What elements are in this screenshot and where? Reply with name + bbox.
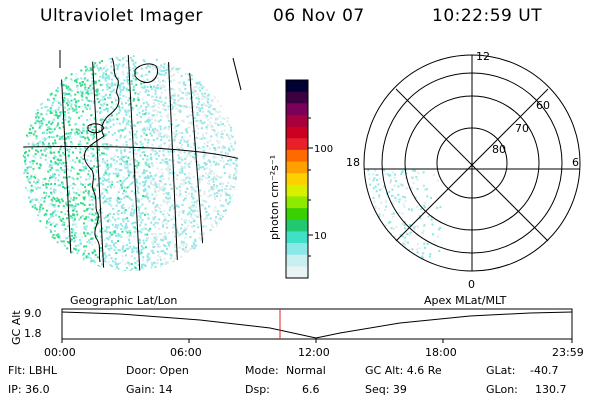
colorbar-swatch: [286, 80, 308, 93]
colorbar-swatch: [286, 126, 308, 139]
lat-label-60: 60: [536, 99, 550, 112]
alt-ytick-9: 9.0: [24, 307, 42, 320]
colorbar-swatch: [286, 103, 308, 116]
status-glat-value: -40.7: [530, 364, 559, 377]
altitude-plot: 9.0 1.8 GC Alt: [10, 307, 573, 345]
mlt-label-6: 6: [572, 156, 579, 169]
colorbar-swatch: [286, 266, 308, 279]
colorbar: 100 10 photon cm⁻²s⁻¹: [268, 79, 333, 279]
status-mode-label: Mode:: [245, 364, 279, 377]
colorbar-swatch: [286, 114, 308, 128]
status-door: Door: Open: [126, 364, 189, 377]
status-gain: Gain: 14: [126, 383, 173, 396]
polar-plot-label: Apex MLat/MLT: [424, 294, 507, 307]
colorbar-swatch: [286, 173, 308, 186]
colorbar-swatch: [286, 149, 308, 163]
status-dsp-label: Dsp:: [245, 383, 270, 396]
colorbar-swatch: [286, 91, 308, 104]
polar-plot: 12 6 0 18 60 70 80: [346, 50, 581, 291]
lat-label-70: 70: [515, 122, 529, 135]
status-filter: Flt: LBHL: [8, 364, 57, 377]
date-label: 06 Nov 07: [273, 6, 365, 26]
colorbar-swatch: [286, 254, 308, 267]
status-glon-label: GLon:: [486, 383, 518, 396]
status-mode-value: Normal: [286, 364, 326, 377]
colorbar-unit-label: photon cm⁻²s⁻¹: [268, 155, 281, 240]
mlt-label-0: 0: [468, 278, 475, 291]
status-glat-label: GLat:: [486, 364, 516, 377]
alt-xtick-2359: 23:59: [552, 346, 584, 359]
status-glon-value: 130.7: [535, 383, 567, 396]
alt-xtick-0600: 06:00: [170, 346, 202, 359]
lat-label-80: 80: [492, 143, 506, 156]
alt-ytick-1-8: 1.8: [24, 327, 42, 340]
coastline: [83, 57, 159, 263]
geo-grid-lines: [22, 55, 238, 271]
colorbar-swatch: [286, 196, 308, 209]
colorbar-swatch: [286, 161, 308, 174]
alt-xtick-0000: 00:00: [44, 346, 76, 359]
alt-ylabel: GC Alt: [10, 310, 23, 345]
colorbar-swatch: [286, 138, 308, 151]
colorbar-tick-100: 100: [314, 144, 333, 155]
time-label: 10:22:59 UT: [432, 6, 543, 26]
app-title: Ultraviolet Imager: [40, 6, 203, 26]
colorbar-swatch: [286, 219, 308, 233]
geo-map-label: Geographic Lat/Lon: [70, 294, 178, 307]
status-dsp-value: 6.6: [302, 383, 320, 396]
colorbar-swatch: [286, 231, 308, 244]
status-ip: IP: 36.0: [8, 383, 50, 396]
alt-xtick-1200: 12:00: [298, 346, 330, 359]
colorbar-swatch: [286, 243, 308, 256]
colorbar-swatch: [286, 184, 308, 198]
alt-xtick-1800: 18:00: [425, 346, 457, 359]
colorbar-swatch: [286, 208, 308, 221]
geographic-map: [22, 50, 242, 271]
geo-outer-ticks: [59, 50, 242, 91]
colorbar-tick-10: 10: [314, 231, 327, 242]
mlt-label-18: 18: [346, 156, 360, 169]
mlt-label-12: 12: [476, 50, 490, 63]
status-seq: Seq: 39: [365, 383, 407, 396]
status-gc-alt: GC Alt: 4.6 Re: [365, 364, 442, 377]
